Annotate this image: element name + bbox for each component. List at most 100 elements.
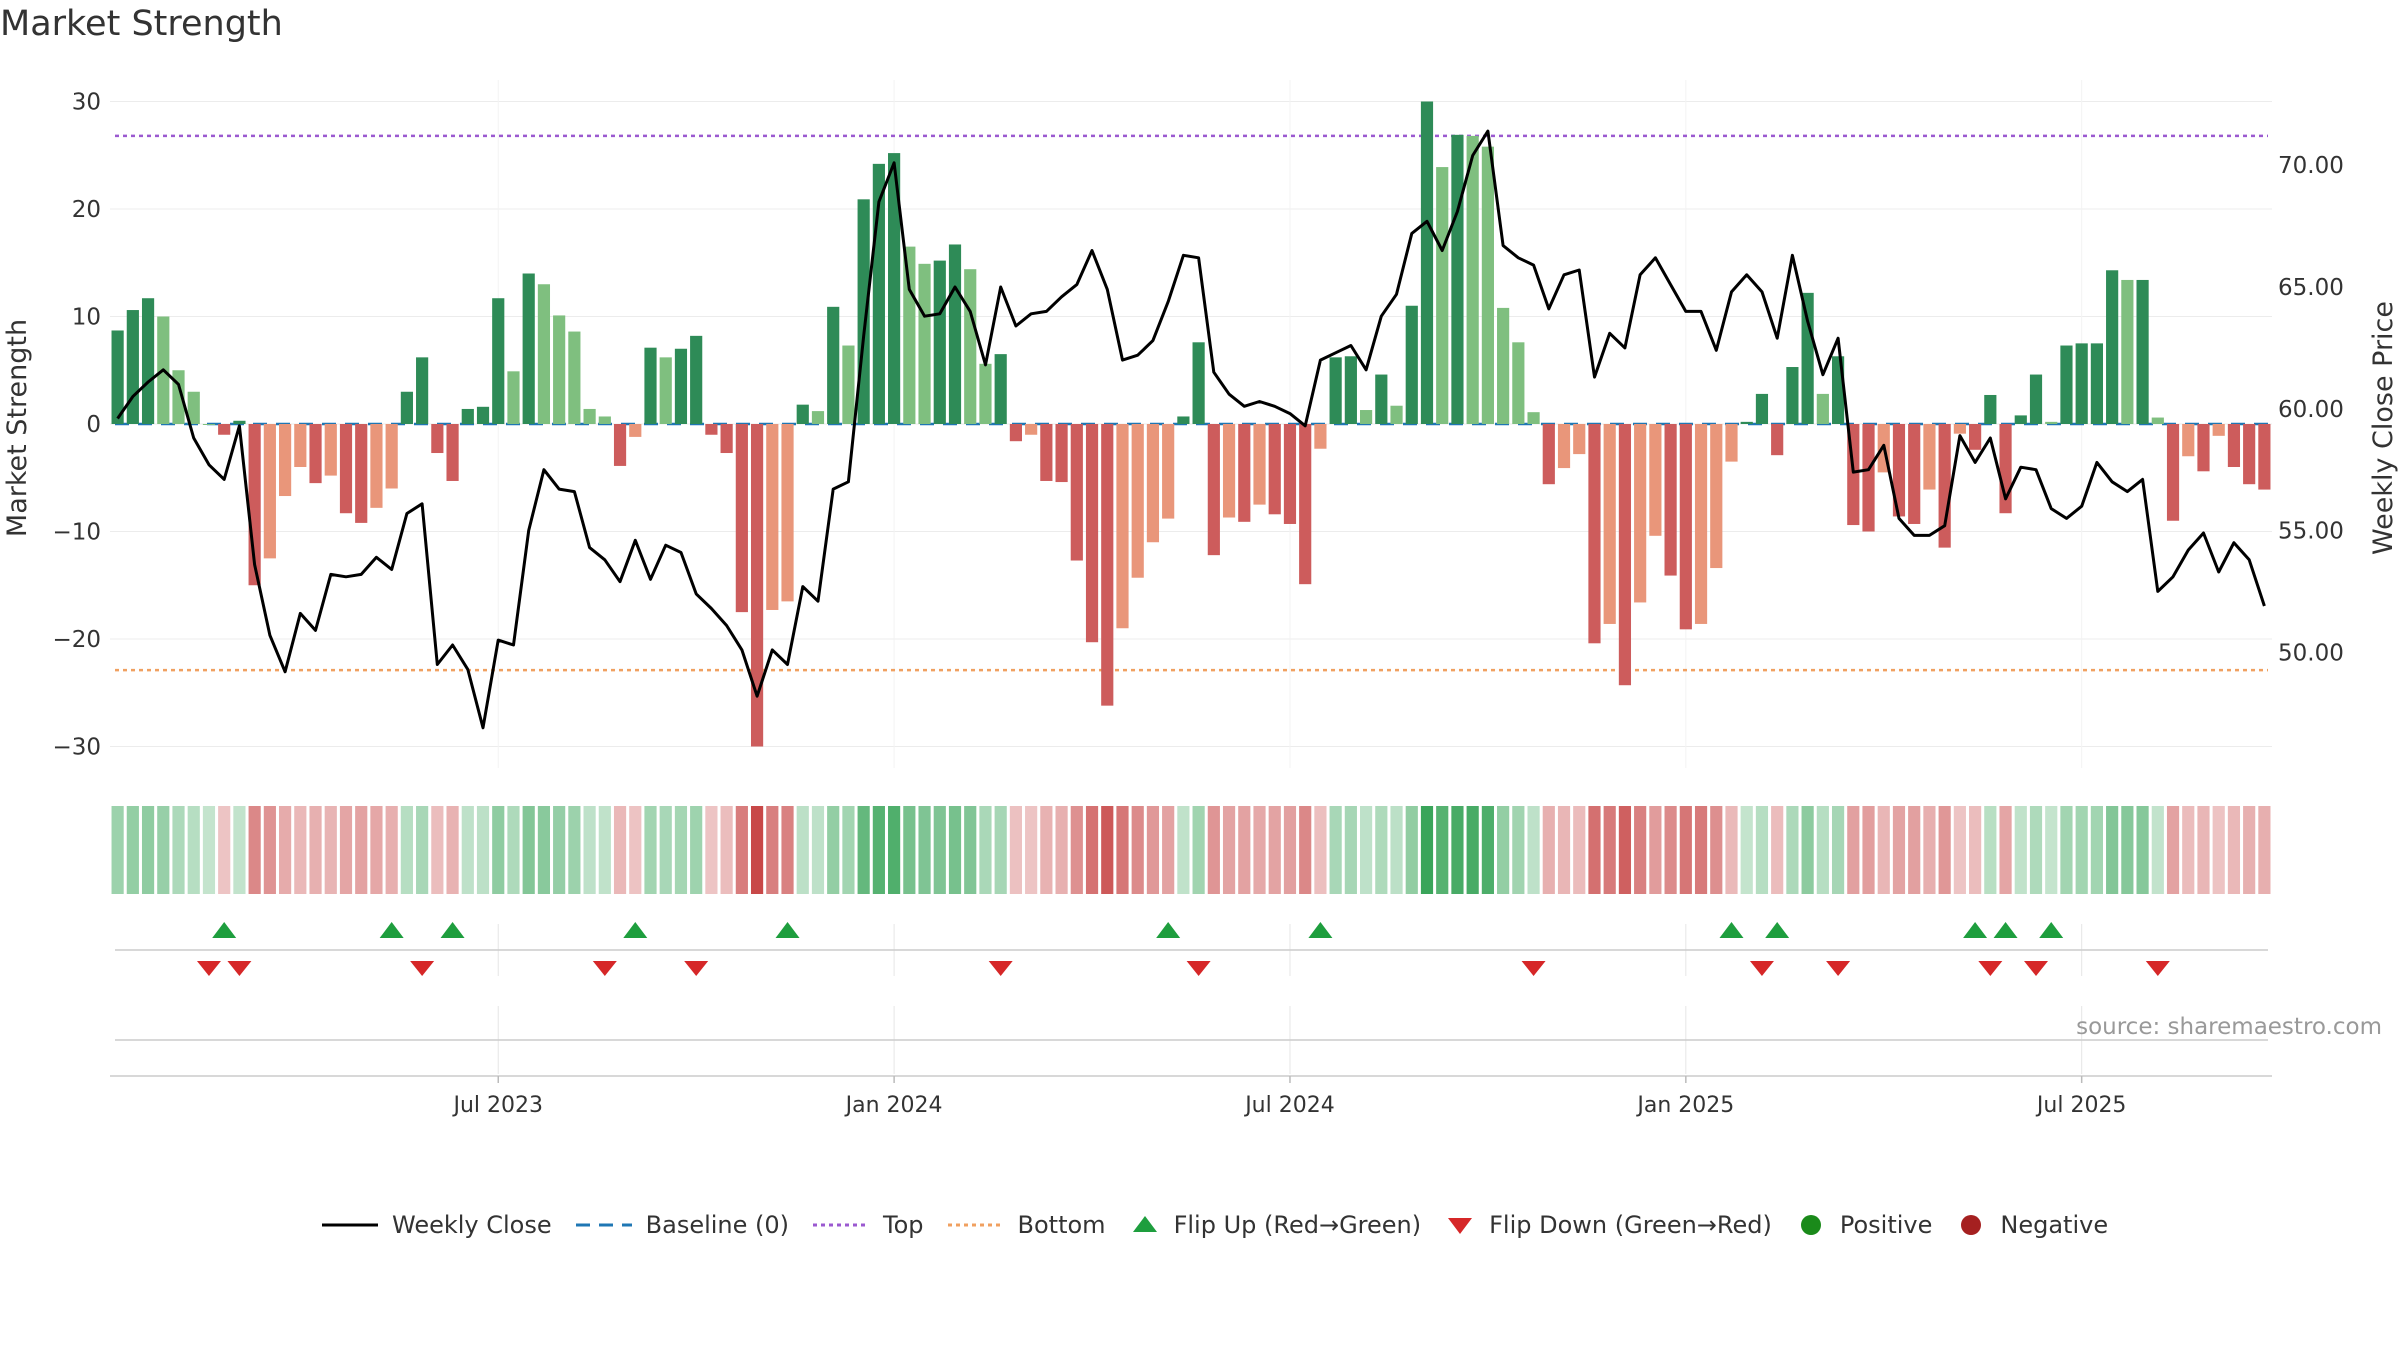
strength-cell [1055,806,1068,894]
strength-bar [507,371,520,424]
strength-cell [1162,806,1175,894]
strength-bar [385,424,398,489]
flip-up-marker [1963,922,1988,938]
strength-bar [827,306,840,424]
strength-cell [1831,806,1845,894]
strength-cell [1801,806,1814,894]
strength-bar [522,273,535,424]
strength-cell [827,806,840,894]
strength-bar [705,424,718,435]
strength-bar [781,424,794,602]
strength-bar [2182,424,2195,457]
flip-up-marker [440,922,465,938]
strength-bar [1268,424,1281,515]
legend-label: Negative [2000,1211,2109,1239]
strength-cell [1207,806,1220,894]
y2-axis-title: Weekly Close Price [2368,301,2399,555]
strength-bar [2060,345,2073,424]
strength-bar [1588,424,1601,644]
strength-cell [1085,806,1099,894]
y2-tick-label: 60.00 [2278,397,2344,423]
strength-cell [1070,806,1083,894]
axes: 30 20 10 0 −10 −20 −30 70.00 65.00 60.00 55.00 50.0… [2,90,2399,1119]
flip-down-marker [684,961,709,976]
strength-cell [1481,806,1494,894]
strength-bar [1816,393,1829,424]
strength-bar [416,357,429,424]
strength-cell [750,806,764,894]
strength-bar [598,416,611,424]
strength-cell [2045,806,2058,894]
strength-cell [1009,806,1022,894]
strength-bar [1344,356,1357,424]
strength-cell [294,806,307,894]
strength-bar [355,424,368,523]
strength-bar [933,260,946,424]
y-tick-label: −30 [52,735,101,761]
strength-bar [948,244,962,424]
strength-bar [1634,424,1647,603]
strength-cell [1040,806,1053,894]
strength-cell [1146,806,1160,894]
strength-bar [202,424,216,425]
strength-bar [1025,424,1038,435]
strength-bar [766,424,779,610]
flip-up-marker [1993,922,2018,938]
flip-down-marker [196,961,221,976]
strength-bar [1892,424,1906,517]
strength-cell [1740,806,1753,894]
strength-bar [1466,135,1479,424]
strength-bar [1116,424,1129,629]
strength-bar [1085,424,1099,643]
strength-cell [1938,806,1951,894]
strength-cell [1466,806,1479,894]
strength-bar [1207,424,1220,556]
strength-bar [2075,343,2088,424]
strength-cell [1908,806,1921,894]
strength-bar [1420,101,1434,424]
y-tick-label: 0 [86,412,101,438]
strength-cell [263,806,276,894]
strength-cell [1131,806,1144,894]
legend-label: Weekly Close [392,1211,552,1239]
strength-cell [1405,806,1418,894]
strength-bar [629,424,642,437]
flip-down-marker [1978,961,2003,976]
strength-cell [1892,806,1906,894]
strength-cell [1573,806,1586,894]
strength-cell [2060,806,2073,894]
strength-bar [2197,424,2210,472]
strength-cell [2075,806,2088,894]
strength-cell [1497,806,1510,894]
flip-up-marker [212,922,237,938]
strength-cell [796,806,809,894]
strength-cell [2243,806,2256,894]
strength-cell [2182,806,2195,894]
strength-bar [918,263,931,424]
strength-bar [2090,343,2103,424]
strength-bar [1055,424,1068,483]
strength-bar [1162,424,1175,519]
reference-lines [115,134,2268,672]
strength-bar [1542,424,1555,485]
y2-tick-label: 50.00 [2278,640,2344,666]
strength-cell [355,806,368,894]
strength-cell [781,806,794,894]
strength-bar [2212,424,2225,436]
flip-up-marker [775,922,800,938]
weekly-close-line [116,129,2266,730]
chart-title: Market Strength [0,4,283,44]
legend-label: Baseline (0) [645,1211,790,1239]
strength-cell [202,806,216,894]
strength-cell [1268,806,1281,894]
strength-cell [1390,806,1403,894]
strength-cell [842,806,855,894]
strength-bar [1101,424,1114,706]
triangle-up-icon [1132,1216,1157,1232]
strength-cell [2197,806,2210,894]
strength-bar [2166,424,2180,521]
strength-bar [1984,394,1997,424]
strength-bar [339,424,353,514]
strength-bar [309,424,322,484]
